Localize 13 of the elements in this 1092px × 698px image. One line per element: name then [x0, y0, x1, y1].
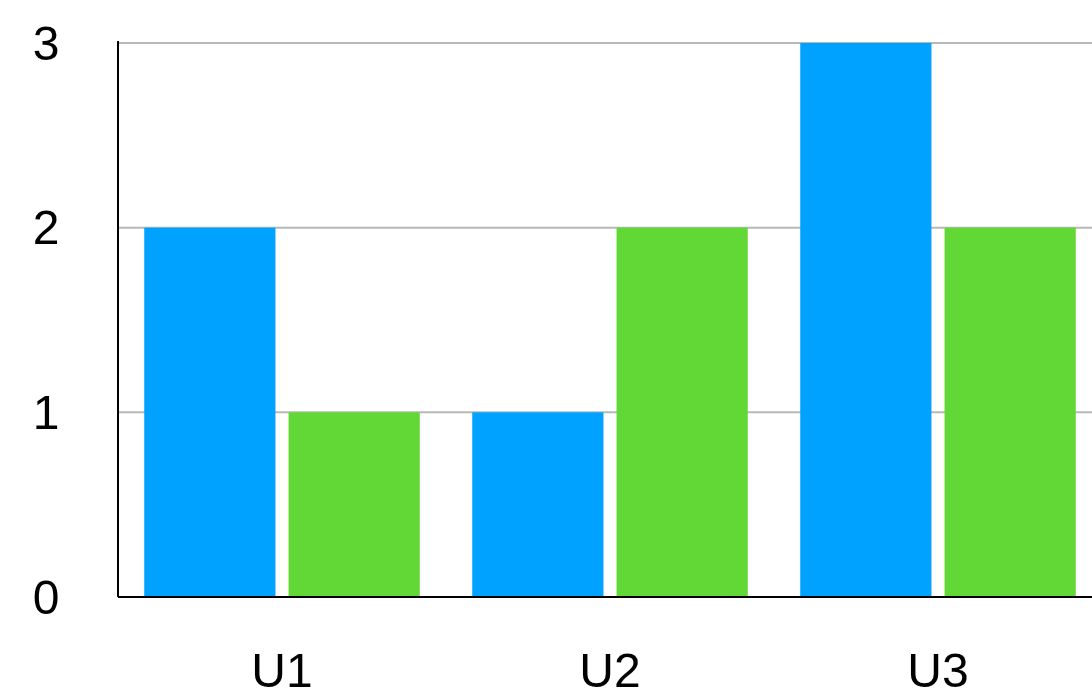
x-tick-label: U2	[579, 643, 641, 697]
bar	[944, 227, 1076, 597]
bar	[288, 412, 420, 597]
bar	[144, 227, 276, 597]
x-tick-label: U3	[907, 643, 969, 697]
x-tick-label: U1	[251, 643, 313, 697]
bar	[800, 43, 932, 597]
y-tick-label: 2	[32, 201, 60, 255]
bar	[472, 412, 604, 597]
y-tick-label: 3	[32, 16, 60, 70]
y-tick-label: 0	[32, 570, 60, 624]
y-tick-label: 1	[32, 386, 60, 440]
bar	[616, 227, 748, 597]
